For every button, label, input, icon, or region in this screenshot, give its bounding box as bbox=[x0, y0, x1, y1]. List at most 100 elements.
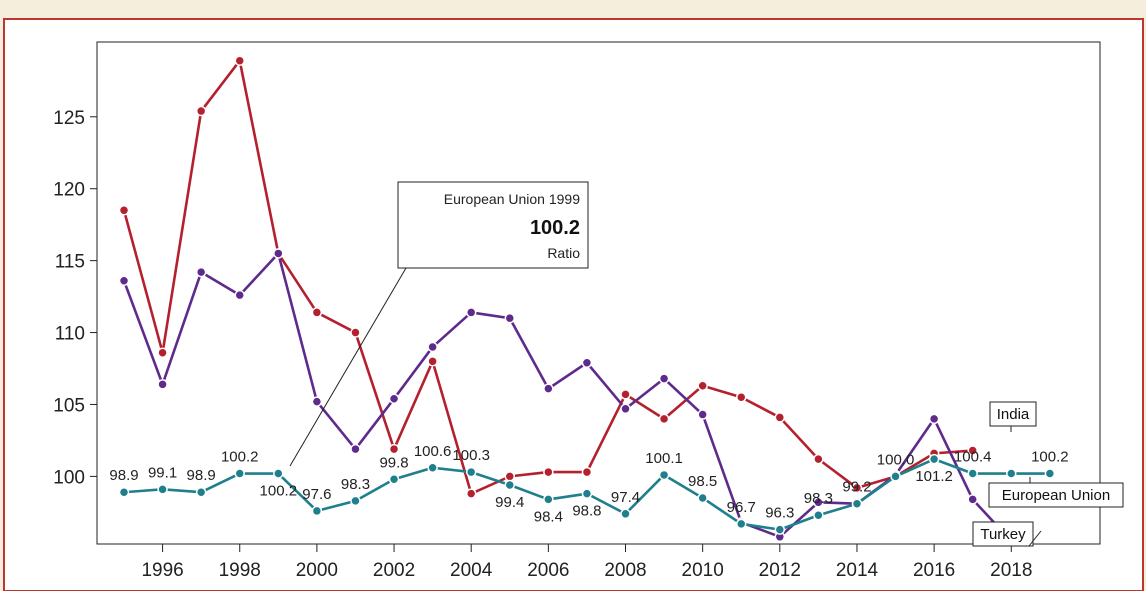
data-point-turkey[interactable] bbox=[581, 357, 593, 369]
data-point-european-union[interactable] bbox=[234, 468, 245, 479]
tooltip-box bbox=[397, 181, 589, 269]
data-point-india[interactable] bbox=[967, 445, 978, 456]
data-point-european-union[interactable] bbox=[350, 495, 361, 507]
data-point-india[interactable] bbox=[234, 55, 245, 66]
data-point-india[interactable] bbox=[427, 356, 438, 367]
data-label: 99.1 bbox=[148, 464, 177, 481]
end-label-box-india bbox=[989, 401, 1037, 427]
data-label: 99.4 bbox=[495, 494, 524, 511]
data-point-european-union[interactable] bbox=[620, 508, 631, 520]
data-label: 100.2 bbox=[1031, 449, 1069, 466]
data-label: 100.6 bbox=[414, 443, 452, 460]
x-tick-label: 1996 bbox=[141, 560, 183, 581]
data-point-turkey[interactable] bbox=[658, 373, 670, 384]
data-point-turkey[interactable] bbox=[697, 409, 708, 420]
data-label: 98.9 bbox=[109, 467, 138, 484]
y-axis: 100 105 110 115 120 125 bbox=[53, 108, 97, 488]
end-label-pointer bbox=[1028, 530, 1042, 547]
data-point-india[interactable] bbox=[543, 466, 554, 478]
data-point-turkey[interactable] bbox=[620, 403, 631, 415]
x-tick-label: 2016 bbox=[913, 560, 955, 581]
data-point-european-union[interactable] bbox=[388, 474, 400, 485]
data-label: 100.4 bbox=[954, 449, 992, 466]
data-point-india[interactable] bbox=[620, 389, 631, 400]
data-point-european-union[interactable] bbox=[928, 453, 940, 465]
end-labels: India European Union Turkey bbox=[972, 401, 1124, 547]
data-point-european-union[interactable] bbox=[543, 494, 554, 505]
data-point-india[interactable] bbox=[774, 412, 786, 423]
data-label: 96.3 bbox=[765, 505, 794, 522]
y-tick-label: 115 bbox=[55, 252, 85, 273]
data-point-european-union[interactable] bbox=[465, 466, 477, 478]
data-point-turkey[interactable] bbox=[118, 275, 130, 287]
data-label: 100.1 bbox=[645, 450, 683, 467]
tooltip-value: 100.2 bbox=[530, 217, 580, 239]
data-point-india[interactable] bbox=[851, 482, 863, 494]
data-label: 100.3 bbox=[452, 447, 490, 464]
data-point-european-union[interactable] bbox=[851, 498, 863, 509]
data-point-turkey[interactable] bbox=[928, 413, 940, 425]
data-point-india[interactable] bbox=[195, 105, 207, 117]
data-point-turkey[interactable] bbox=[465, 307, 477, 318]
data-point-european-union[interactable] bbox=[118, 486, 130, 498]
data-point-turkey[interactable] bbox=[350, 443, 361, 455]
data-point-turkey[interactable] bbox=[311, 396, 323, 407]
data-point-india[interactable] bbox=[118, 205, 130, 216]
data-point-india[interactable] bbox=[735, 392, 747, 403]
data-point-turkey[interactable] bbox=[195, 266, 207, 278]
y-tick-label: 120 bbox=[53, 180, 85, 201]
data-point-european-union[interactable] bbox=[427, 462, 438, 474]
data-point-turkey[interactable] bbox=[813, 497, 824, 508]
data-point-turkey[interactable] bbox=[504, 312, 516, 324]
x-tick-label: 2018 bbox=[990, 560, 1032, 581]
data-point-european-union[interactable] bbox=[157, 484, 168, 495]
data-point-european-union[interactable] bbox=[813, 509, 824, 521]
data-point-india[interactable] bbox=[813, 453, 824, 465]
data-label: 98.3 bbox=[804, 490, 833, 507]
data-point-european-union[interactable] bbox=[890, 471, 901, 482]
y-tick-label: 110 bbox=[55, 324, 85, 345]
x-tick-label: 2006 bbox=[527, 560, 569, 581]
data-point-turkey[interactable] bbox=[427, 341, 438, 353]
data-point-india[interactable] bbox=[658, 413, 670, 425]
data-point-european-union[interactable] bbox=[697, 492, 708, 504]
data-point-european-union[interactable] bbox=[1044, 468, 1056, 479]
data-point-turkey[interactable] bbox=[967, 494, 978, 505]
data-point-european-union[interactable] bbox=[735, 518, 747, 530]
x-tick-label: 2014 bbox=[836, 560, 879, 581]
data-point-european-union[interactable] bbox=[311, 505, 323, 517]
x-tick-label: 2002 bbox=[373, 560, 415, 581]
x-tick-label: 2004 bbox=[450, 560, 493, 581]
data-point-india[interactable] bbox=[465, 488, 477, 499]
x-tick-label: 1998 bbox=[219, 560, 261, 581]
data-point-european-union[interactable] bbox=[658, 469, 670, 481]
data-point-turkey[interactable] bbox=[234, 289, 245, 301]
data-point-european-union[interactable] bbox=[1006, 468, 1017, 479]
data-point-india[interactable] bbox=[697, 380, 708, 392]
data-point-european-union[interactable] bbox=[273, 468, 284, 479]
data-point-turkey[interactable] bbox=[157, 379, 168, 390]
end-label-turkey: Turkey bbox=[980, 526, 1026, 543]
data-point-india[interactable] bbox=[504, 471, 516, 482]
data-point-turkey[interactable] bbox=[388, 393, 400, 404]
end-label-european-union: European Union bbox=[1002, 487, 1110, 504]
data-point-india[interactable] bbox=[157, 347, 168, 358]
data-label: 98.4 bbox=[534, 508, 563, 525]
data-point-india[interactable] bbox=[581, 466, 593, 478]
data-label: 99.8 bbox=[379, 454, 408, 471]
data-point-european-union[interactable] bbox=[195, 486, 207, 498]
data-point-india[interactable] bbox=[388, 443, 400, 455]
data-label: 98.3 bbox=[341, 476, 370, 493]
data-point-european-union[interactable] bbox=[774, 524, 786, 535]
y-tick-label: 125 bbox=[53, 108, 85, 129]
data-point-turkey[interactable] bbox=[543, 383, 554, 394]
data-point-european-union[interactable] bbox=[504, 479, 516, 491]
data-point-european-union[interactable] bbox=[581, 488, 593, 499]
data-point-india[interactable] bbox=[311, 307, 323, 318]
data-point-india[interactable] bbox=[350, 327, 361, 338]
tooltip-unit: Ratio bbox=[547, 245, 580, 261]
data-point-turkey[interactable] bbox=[273, 248, 284, 259]
end-label-india: India bbox=[997, 406, 1030, 423]
y-tick-label: 100 bbox=[53, 467, 85, 488]
data-point-european-union[interactable] bbox=[967, 468, 978, 479]
